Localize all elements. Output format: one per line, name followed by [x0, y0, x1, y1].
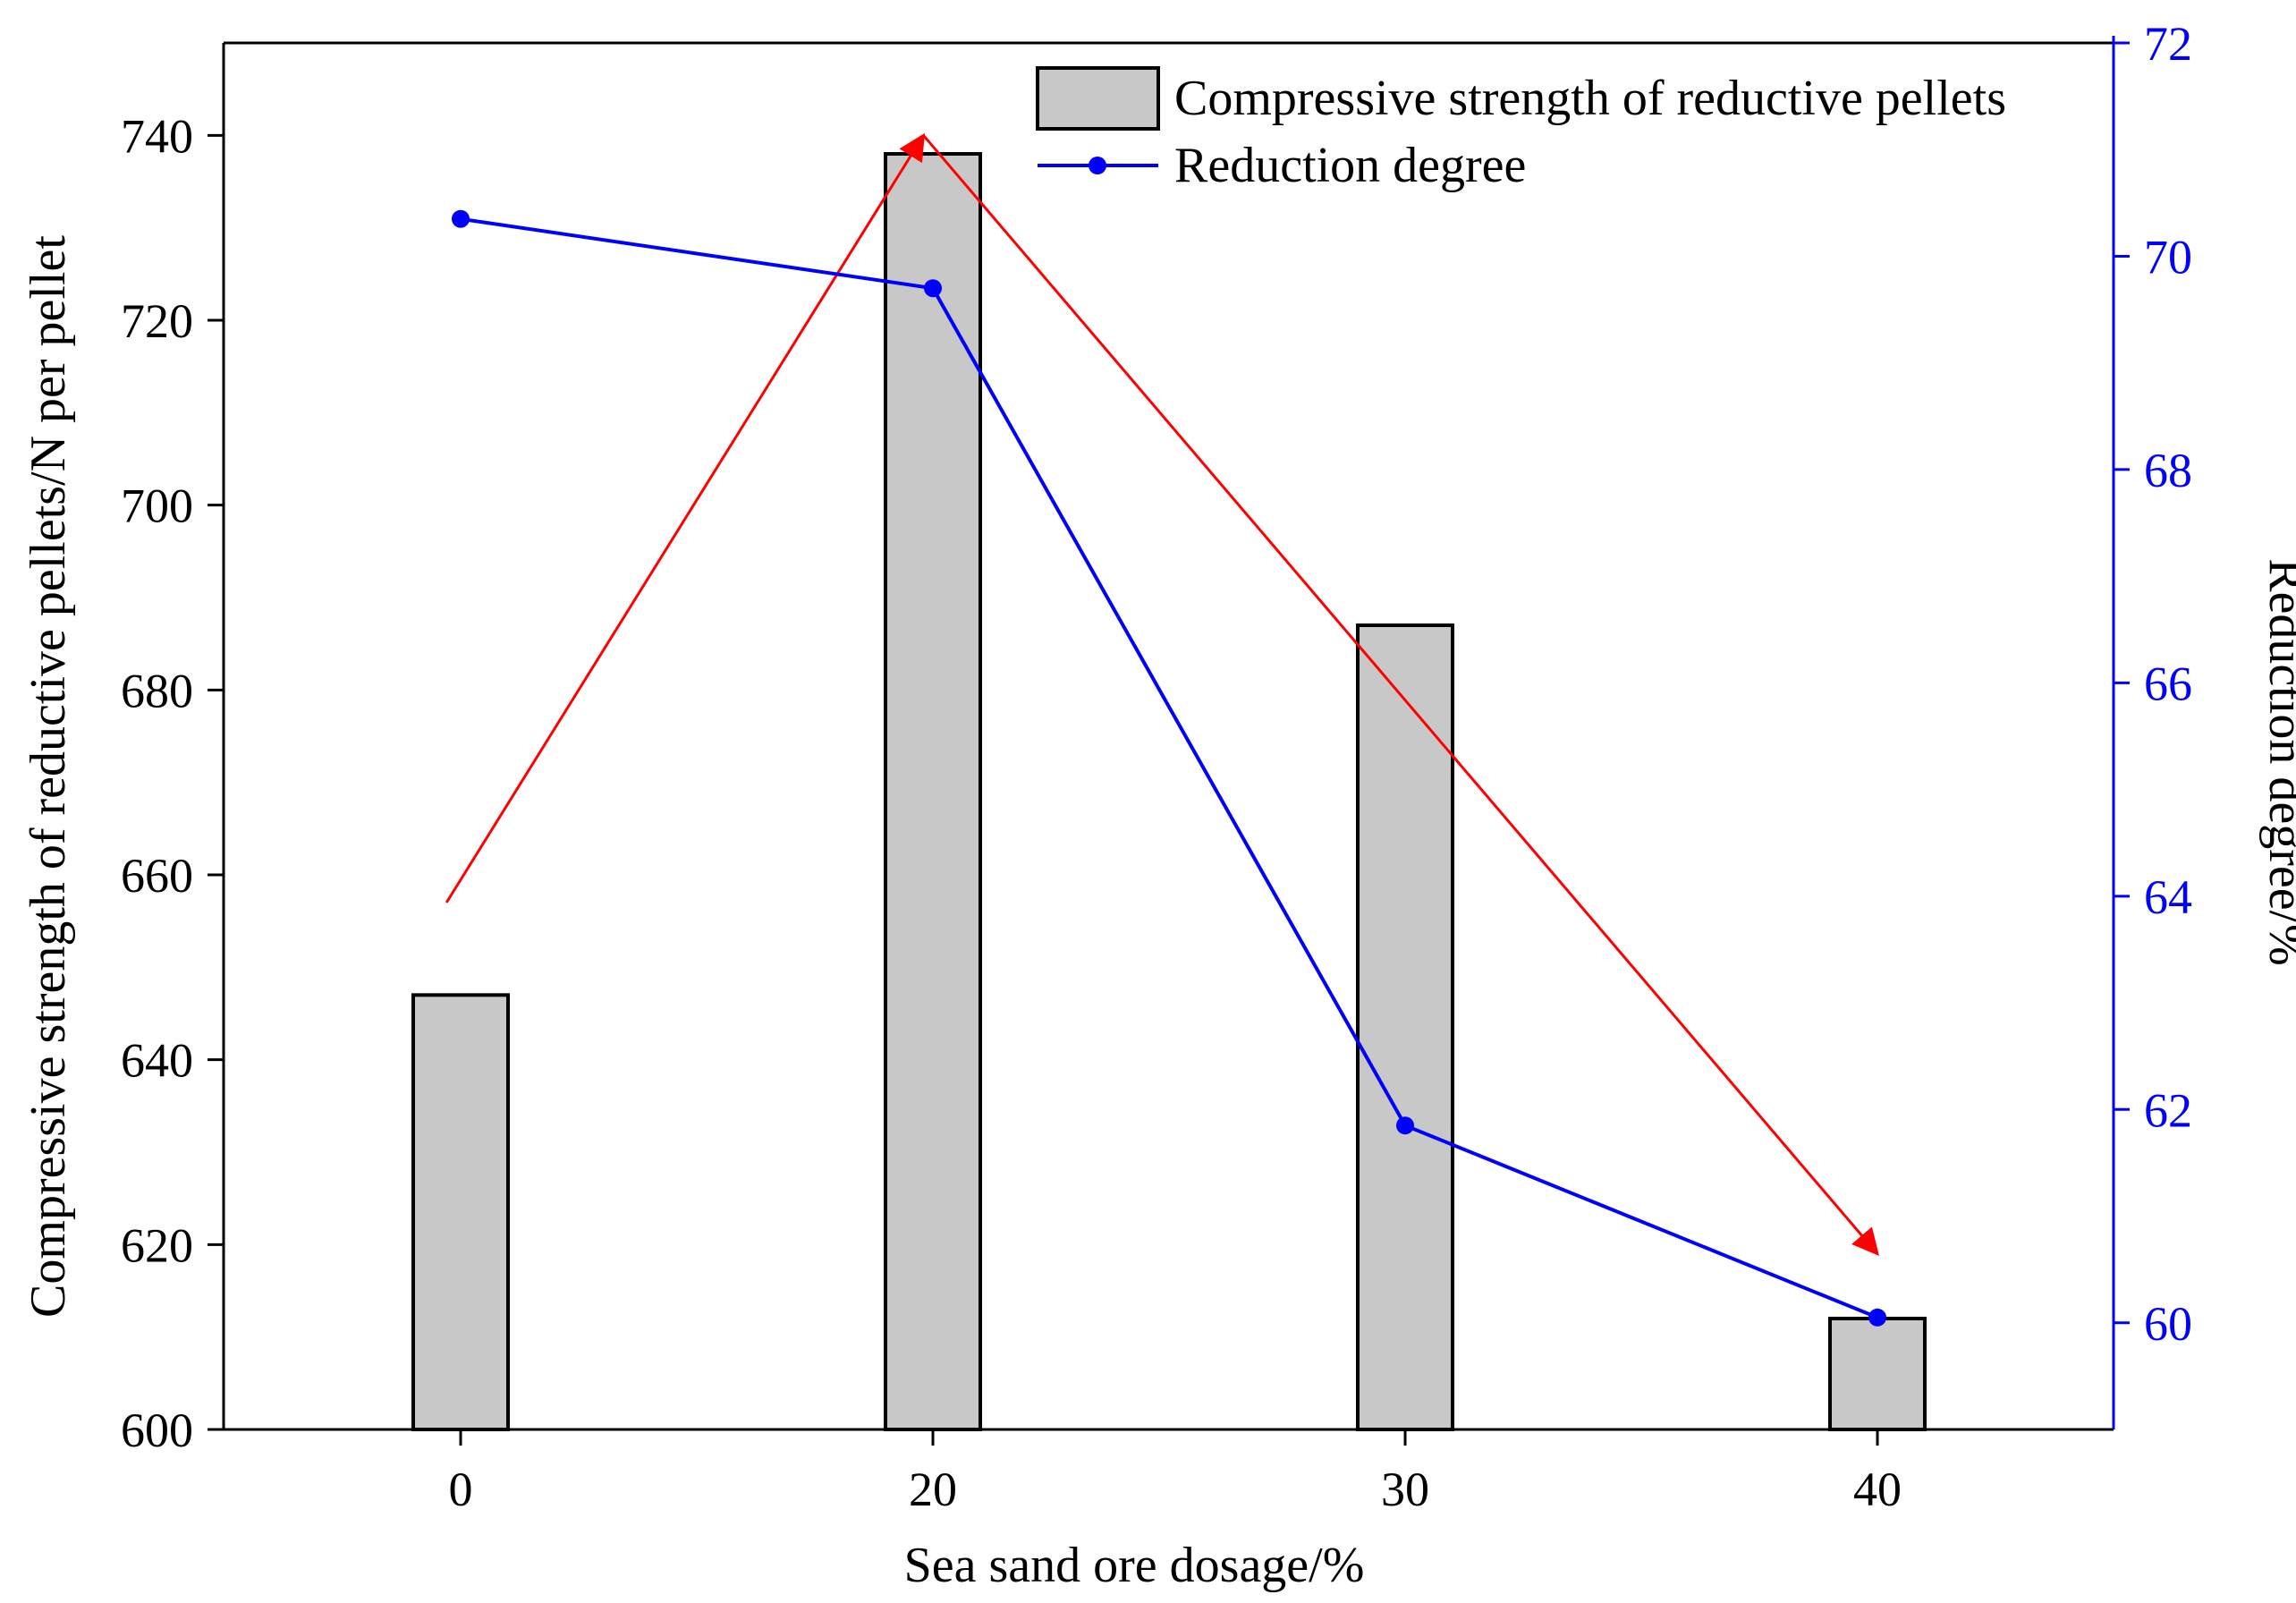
x-tick-label: 30	[1381, 1463, 1429, 1516]
x-axis-title: Sea sand ore dosage/%	[904, 1538, 1365, 1593]
left-tick-label: 620	[121, 1218, 193, 1272]
left-tick-label: 740	[121, 109, 193, 163]
left-tick-label: 720	[121, 294, 193, 348]
reduction-point-20	[924, 279, 942, 298]
left-tick-label: 660	[121, 849, 193, 903]
x-tick-label: 20	[909, 1463, 957, 1516]
right-tick-label: 68	[2144, 444, 2192, 497]
reduction-point-0	[452, 209, 470, 228]
legend: Compressive strength of reductive pellet…	[1036, 66, 2006, 193]
x-tick-label: 40	[1853, 1463, 1902, 1516]
right-tick-label: 66	[2144, 657, 2192, 710]
reduction-point-30	[1396, 1116, 1414, 1135]
trend-arrow-2	[922, 134, 1879, 1256]
bar-30	[1356, 623, 1454, 1431]
trend-arrow-1	[445, 132, 926, 903]
legend-bar-label: Compressive strength of reductive pellet…	[1174, 71, 2006, 126]
bar-0	[411, 993, 510, 1432]
left-tick-label: 600	[121, 1404, 193, 1457]
legend-line-label: Reduction degree	[1174, 138, 1526, 193]
reduction-degree-line	[460, 216, 1878, 1319]
left-tick-label: 700	[121, 479, 193, 533]
legend-bar-swatch	[1036, 66, 1160, 131]
right-tick-label: 60	[2144, 1297, 2192, 1351]
left-axis-title: Compressive strength of reductive pellet…	[21, 235, 76, 1318]
left-tick-label: 640	[121, 1034, 193, 1088]
x-tick-label: 0	[449, 1463, 473, 1516]
reduction-point-40	[1868, 1308, 1886, 1327]
right-axis-title: Reduction degree/%	[2258, 558, 2296, 966]
bar-40	[1828, 1317, 1927, 1431]
right-tick-label: 64	[2144, 870, 2192, 924]
bar-20	[884, 152, 982, 1431]
right-tick-label: 62	[2144, 1083, 2192, 1137]
right-tick-label: 70	[2144, 230, 2192, 284]
legend-line-marker	[1089, 157, 1106, 174]
right-tick-label: 72	[2144, 17, 2192, 71]
left-tick-label: 680	[121, 664, 193, 717]
